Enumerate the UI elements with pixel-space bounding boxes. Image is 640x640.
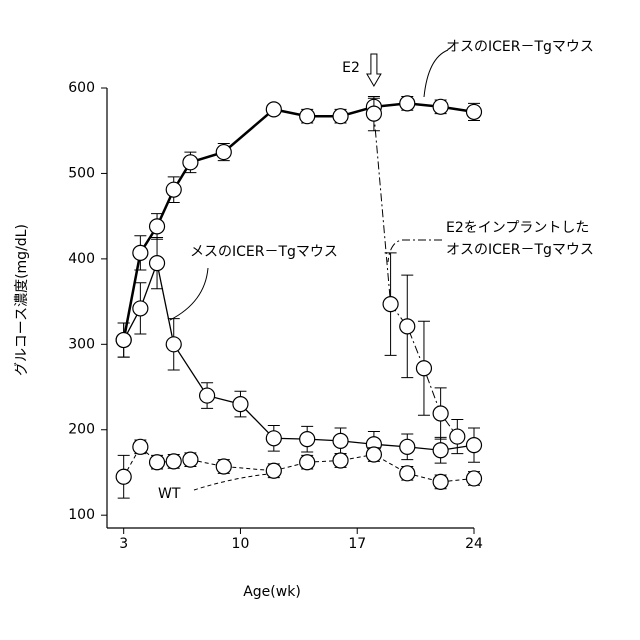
y-tick-label: 200 — [68, 422, 95, 438]
data-point — [266, 102, 281, 117]
data-point — [266, 431, 281, 446]
data-point — [133, 439, 148, 454]
data-point — [467, 104, 482, 119]
data-point — [400, 319, 415, 334]
y-tick-label: 600 — [68, 80, 95, 96]
y-axis-label: グルコース濃度(mg/dL) — [14, 224, 30, 376]
data-point — [433, 99, 448, 114]
annotation: E2 — [342, 60, 360, 76]
y-tick-label: 400 — [68, 251, 95, 267]
chart: Age(wk) グルコース濃度(mg/dL) 100 200 300 400 500 60… — [0, 0, 640, 640]
data-point — [300, 432, 315, 447]
data-point — [233, 397, 248, 412]
y-tick-label: 300 — [68, 336, 95, 352]
data-point — [333, 433, 348, 448]
data-point — [266, 463, 281, 478]
y-tick-label: 100 — [68, 507, 95, 523]
data-point — [366, 447, 381, 462]
data-point — [433, 474, 448, 489]
data-point — [150, 455, 165, 470]
x-axis-label: Age(wk) — [243, 584, 301, 600]
y-tick-label: 500 — [68, 165, 95, 181]
data-point — [400, 439, 415, 454]
series-label: メスのICER－Tgマウス — [190, 244, 338, 260]
data-point — [166, 454, 181, 469]
data-point — [416, 361, 431, 376]
x-tick-label: 3 — [119, 536, 128, 552]
data-point — [383, 297, 398, 312]
series-label: WT — [158, 486, 181, 502]
data-point — [216, 459, 231, 474]
data-point — [116, 469, 131, 484]
data-point — [366, 106, 381, 121]
x-tick-label: 10 — [232, 536, 250, 552]
data-point — [467, 438, 482, 453]
series-label: オスのICER－Tgマウス — [446, 39, 594, 55]
data-point — [300, 455, 315, 470]
series-label: オスのICER－Tgマウス — [446, 242, 594, 258]
data-point — [216, 145, 231, 160]
data-point — [300, 109, 315, 124]
series-line — [124, 263, 474, 450]
leader-line — [424, 50, 448, 97]
data-point — [166, 182, 181, 197]
leader-line — [388, 240, 442, 262]
x-tick-label: 24 — [465, 536, 483, 552]
series-line — [124, 103, 474, 340]
leader-line — [170, 268, 208, 320]
data-point — [116, 333, 131, 348]
arrow — [367, 54, 381, 86]
data-point — [166, 337, 181, 352]
data-point — [133, 301, 148, 316]
data-point — [200, 388, 215, 403]
data-point — [150, 219, 165, 234]
data-point — [400, 96, 415, 111]
data-point — [183, 155, 198, 170]
data-point — [150, 256, 165, 271]
leader-line — [194, 474, 268, 490]
data-point — [400, 466, 415, 481]
data-point — [133, 245, 148, 260]
data-point — [333, 109, 348, 124]
data-point — [183, 452, 198, 467]
data-point — [433, 443, 448, 458]
data-point — [333, 453, 348, 468]
data-point — [433, 406, 448, 421]
data-point — [467, 471, 482, 486]
x-tick-label: 17 — [348, 536, 366, 552]
data-point — [450, 429, 465, 444]
series-label: E2をインプラントした — [446, 220, 589, 236]
